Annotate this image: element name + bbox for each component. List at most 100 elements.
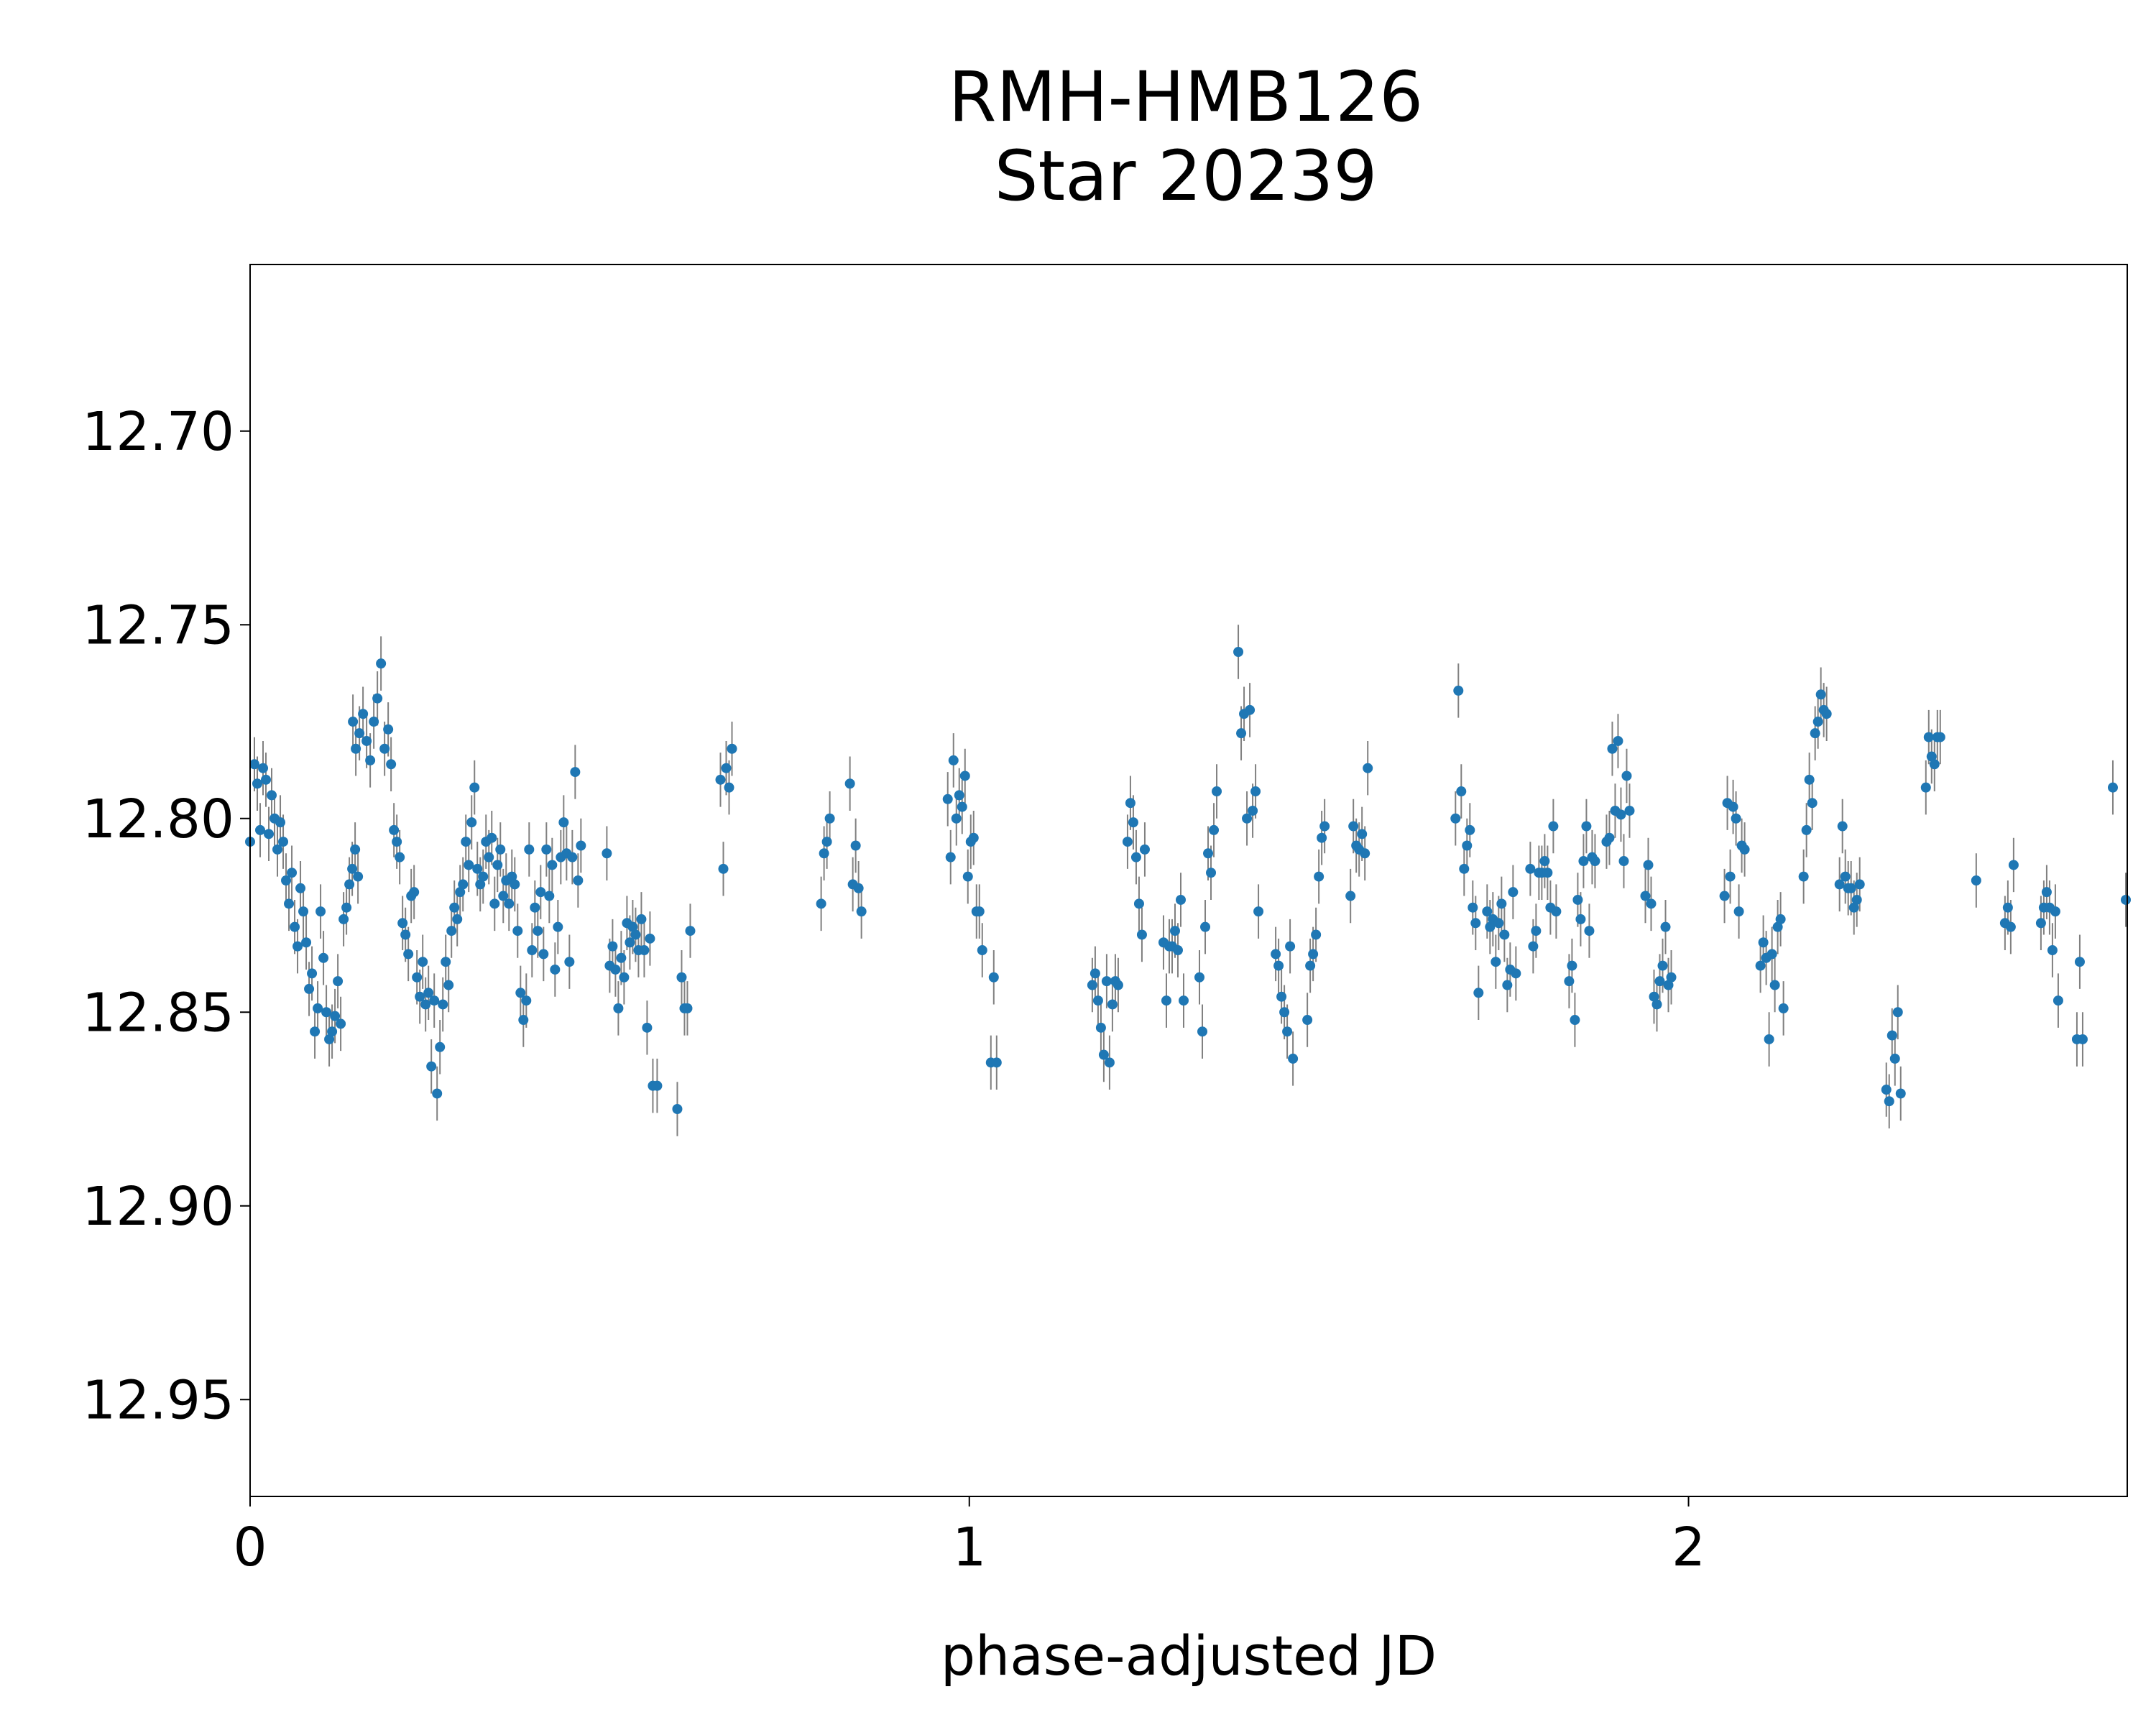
data-point — [418, 957, 428, 967]
data-point — [535, 887, 546, 898]
data-point — [1308, 949, 1319, 960]
data-point — [351, 743, 361, 754]
data-point — [2002, 902, 2013, 913]
data-point — [1285, 941, 1296, 952]
data-point — [564, 957, 575, 967]
data-point — [475, 879, 486, 890]
data-point — [2035, 918, 2046, 929]
data-point — [1884, 1096, 1894, 1107]
data-point — [1769, 980, 1780, 990]
data-point — [409, 887, 420, 898]
data-point — [1657, 960, 1668, 971]
data-point — [558, 817, 569, 828]
data-point — [948, 755, 959, 765]
y-tick-label: 12.80 — [82, 788, 234, 850]
data-point — [1834, 879, 1845, 890]
data-point — [383, 724, 394, 735]
data-point — [945, 852, 956, 862]
data-point — [1348, 821, 1359, 832]
data-point — [682, 1003, 693, 1013]
data-point-layer — [245, 646, 2131, 1115]
data-point — [1496, 898, 1507, 909]
data-point — [1621, 770, 1632, 781]
data-point — [1282, 1026, 1293, 1037]
data-point — [1104, 1057, 1115, 1068]
data-point — [942, 794, 953, 804]
data-point — [954, 790, 964, 801]
data-point — [1092, 995, 1103, 1006]
data-point — [567, 852, 578, 862]
data-point — [336, 1018, 346, 1029]
data-point — [397, 918, 408, 929]
data-point — [1624, 805, 1635, 816]
data-point — [951, 813, 962, 824]
data-point — [1851, 894, 1862, 905]
data-point — [962, 871, 973, 882]
data-point — [1663, 980, 1674, 990]
data-point — [1935, 732, 1945, 742]
data-point — [1453, 685, 1464, 696]
data-point — [685, 926, 696, 937]
data-point — [1881, 1085, 1892, 1095]
data-point — [1456, 786, 1467, 797]
data-point — [533, 926, 543, 937]
data-point — [1929, 759, 1940, 770]
data-point — [495, 844, 506, 855]
data-point — [423, 988, 434, 998]
data-point — [426, 1061, 437, 1072]
data-point — [2005, 921, 2016, 932]
data-point — [1470, 918, 1481, 929]
data-point — [1733, 906, 1744, 917]
data-point — [1548, 821, 1559, 832]
data-point — [275, 817, 286, 828]
data-point — [974, 906, 985, 917]
data-point — [278, 837, 289, 847]
data-point — [258, 763, 269, 773]
data-point — [573, 875, 584, 886]
data-point — [1273, 960, 1284, 971]
data-point — [489, 898, 500, 909]
data-point — [1491, 957, 1501, 967]
data-point — [991, 1057, 1002, 1068]
data-point — [718, 863, 729, 874]
data-point — [1450, 813, 1461, 824]
data-point — [627, 921, 638, 932]
data-point — [1651, 999, 1662, 1010]
data-point — [1564, 976, 1575, 987]
data-point — [1172, 945, 1183, 956]
data-point — [469, 782, 480, 793]
data-point — [530, 902, 540, 913]
data-point — [403, 949, 414, 960]
data-point — [295, 883, 306, 893]
data-point — [1766, 949, 1777, 960]
data-point — [504, 898, 515, 909]
data-point — [1485, 921, 1496, 932]
data-point — [1357, 829, 1368, 840]
data-point — [1926, 751, 1937, 762]
data-point — [724, 782, 734, 793]
data-point — [853, 883, 864, 893]
data-point — [455, 887, 466, 898]
data-point — [429, 995, 440, 1006]
data-point — [616, 952, 627, 963]
data-point — [1604, 832, 1615, 843]
data-point — [1459, 863, 1470, 874]
data-point — [252, 778, 263, 789]
data-point — [1923, 732, 1934, 742]
chart-title: RMH-HMB126 — [949, 57, 1423, 137]
data-point — [1209, 824, 1220, 835]
data-point — [1731, 813, 1741, 824]
data-point — [1101, 976, 1112, 987]
data-point — [630, 929, 641, 940]
data-point — [1581, 821, 1592, 832]
data-point — [1646, 898, 1657, 909]
data-point — [1271, 949, 1281, 960]
data-point — [1194, 972, 1205, 983]
data-point — [400, 929, 411, 940]
data-point — [1815, 689, 1826, 700]
data-point — [1728, 801, 1738, 812]
data-point — [1666, 972, 1677, 983]
data-point — [1493, 918, 1504, 929]
data-point — [307, 968, 318, 979]
data-point — [338, 914, 349, 924]
